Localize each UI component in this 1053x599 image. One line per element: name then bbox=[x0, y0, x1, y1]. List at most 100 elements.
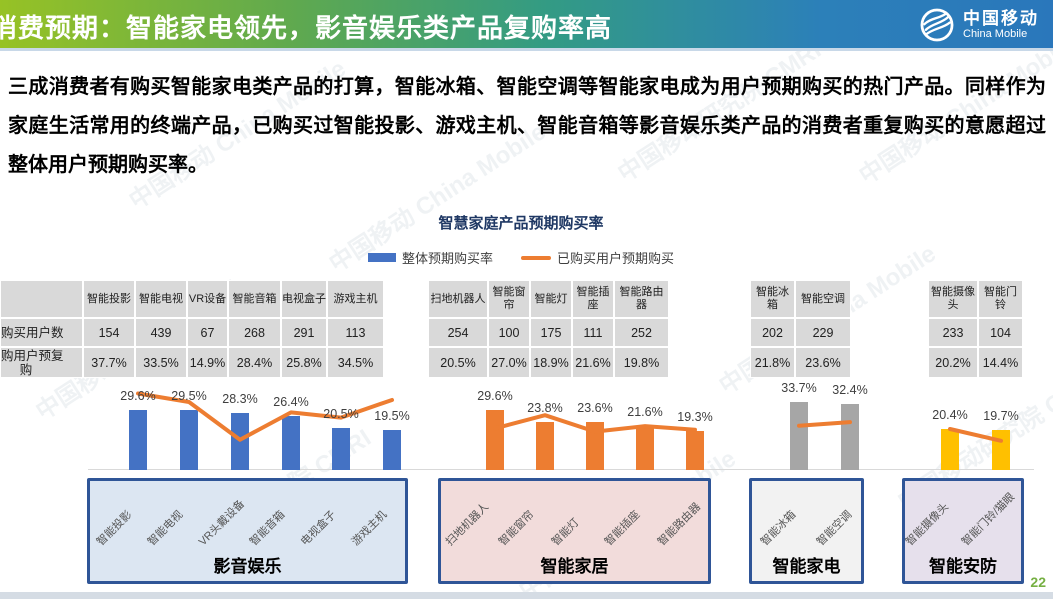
bar-value-label: 23.8% bbox=[527, 400, 563, 415]
logo-text: 中国移动 China Mobile bbox=[963, 8, 1039, 41]
chart-bar bbox=[941, 428, 959, 470]
axis-label: 智能电视 bbox=[145, 508, 186, 549]
header-divider bbox=[0, 48, 1053, 51]
category-label: 智能家居 bbox=[540, 557, 609, 576]
bar-value-label: 21.6% bbox=[627, 405, 663, 420]
bar-value-label: 29.6% bbox=[477, 388, 513, 403]
legend-item-bar: 整体预期购买率 bbox=[367, 248, 493, 267]
page-number: 22 bbox=[1030, 574, 1046, 590]
axis-label: VR头戴设备 bbox=[196, 497, 248, 549]
category-label: 智能安防 bbox=[929, 557, 997, 576]
table-users-cell: 154 bbox=[83, 318, 135, 347]
table-row-label-text: 已购用户预复购 bbox=[0, 348, 64, 377]
axis-label: 智能插座 bbox=[602, 508, 643, 549]
table-repurchase-cell: 33.5% bbox=[135, 347, 187, 378]
table-repurchase-cell: 18.9% bbox=[530, 347, 572, 378]
chart-bar bbox=[841, 404, 859, 470]
bar-value-label: 20.4% bbox=[932, 407, 968, 422]
product-data-table: 智能投影 智能电视 VR设备 智能音箱 电视盒子 游戏主机 扫地机器人 智能窗帘 智能灯 智能插座… bbox=[0, 280, 1023, 378]
page-title: 消费预期：智能家电领先，影音娱乐类产品复购率高 bbox=[0, 13, 613, 43]
chart-title: 智慧家庭产品预期购买率 bbox=[438, 215, 604, 232]
table-header-cell: 智能投影 bbox=[83, 280, 135, 318]
category-label: 影音娱乐 bbox=[213, 557, 282, 576]
bar-value-label: 26.4% bbox=[273, 395, 309, 410]
chart-bar bbox=[383, 430, 401, 470]
table-header-cell: 智能路由器 bbox=[614, 280, 669, 318]
table-corner-cell bbox=[0, 280, 83, 318]
table-header-cell: 智能门铃 bbox=[978, 280, 1023, 318]
chart-bar bbox=[282, 416, 300, 470]
bar-value-label: 19.7% bbox=[983, 409, 1019, 423]
table-gap-cell bbox=[851, 347, 928, 378]
table-repurchase-cell: 21.6% bbox=[572, 347, 614, 378]
table-users-cell: 100 bbox=[488, 318, 530, 347]
table-row-label: 预购买用户数 bbox=[0, 318, 83, 347]
table-header-cell: 游戏主机 bbox=[327, 280, 384, 318]
chart-bar bbox=[231, 412, 249, 470]
axis-label: 智能投影 bbox=[94, 508, 135, 549]
chart-bar bbox=[129, 409, 147, 470]
chart-bar bbox=[992, 430, 1010, 470]
table-users-cell: 111 bbox=[572, 318, 614, 347]
chart-bar bbox=[332, 428, 350, 470]
logo-text-cn: 中国移动 bbox=[963, 8, 1039, 28]
table-header-cell: 扫地机器人 bbox=[428, 280, 488, 318]
axis-label: 智能窗帘 bbox=[496, 508, 537, 549]
axis-label: 电视盒子 bbox=[298, 508, 339, 549]
table-users-cell: 175 bbox=[530, 318, 572, 347]
table-header-cell: 智能空调 bbox=[795, 280, 851, 318]
footer-strip bbox=[0, 592, 1053, 599]
table-header-cell: VR设备 bbox=[187, 280, 228, 318]
legend-label: 整体预期购买率 bbox=[401, 251, 493, 266]
bar-value-label: 32.4% bbox=[832, 383, 868, 398]
table-users-cell: 268 bbox=[228, 318, 281, 347]
table-repurchase-cell: 27.0% bbox=[488, 347, 530, 378]
logo-text-en: China Mobile bbox=[963, 28, 1028, 41]
intro-paragraph: 三成消费者有购买智能家电类产品的打算，智能冰箱、智能空调等智能家电成为用户预期购… bbox=[8, 76, 1046, 176]
legend-bar-swatch bbox=[367, 253, 396, 262]
table-users-cell: 113 bbox=[327, 318, 384, 347]
table-repurchase-cell: 14.9% bbox=[187, 347, 228, 378]
category-box: 智能冰箱 智能空调智能家电 bbox=[749, 478, 864, 584]
chart-bar bbox=[180, 410, 198, 470]
table-repurchase-cell: 20.5% bbox=[428, 347, 488, 378]
table-header-cell: 智能灯 bbox=[530, 280, 572, 318]
table-gap-cell bbox=[384, 347, 428, 378]
chart-bar bbox=[486, 409, 504, 470]
bar-value-label: 19.3% bbox=[677, 409, 713, 424]
table-gap-cell bbox=[851, 280, 928, 318]
header-bar: 消费预期：智能家电领先，影音娱乐类产品复购率高 中国移动 China Mobil… bbox=[0, 0, 1053, 48]
chart-axis-baseline bbox=[88, 469, 1034, 470]
table-gap-cell bbox=[384, 280, 428, 318]
table-repurchase-cell: 28.4% bbox=[228, 347, 281, 378]
axis-label: 智能冰箱 bbox=[758, 508, 799, 549]
chart-bar bbox=[686, 430, 704, 470]
axis-label: 智能路由器 bbox=[655, 500, 704, 549]
table-repurchase-cell: 20.2% bbox=[928, 347, 978, 378]
table-repurchase-cell: 14.4% bbox=[978, 347, 1023, 378]
bar-value-label: 28.3% bbox=[222, 391, 258, 406]
bar-value-label: 23.6% bbox=[577, 401, 613, 416]
table-header-cell: 智能音箱 bbox=[228, 280, 281, 318]
table-repurchase-cell: 23.6% bbox=[795, 347, 851, 378]
axis-label: 智能门铃/猫眼 bbox=[959, 490, 1018, 549]
table-header-cell: 智能插座 bbox=[572, 280, 614, 318]
category-box: 扫地机器人 智能窗帘 智能灯 智能插座 智能路由器 智能家居 bbox=[438, 478, 711, 584]
category-label: 智能家电 bbox=[772, 557, 841, 576]
table-gap-cell bbox=[851, 318, 928, 347]
table-header-cell: 智能窗帘 bbox=[488, 280, 530, 318]
axis-label: 扫地机器人 bbox=[443, 500, 492, 549]
axis-label: 智能空调 bbox=[814, 508, 855, 549]
chart-legend: 整体预期购买率 已购买用户预期购买 bbox=[0, 248, 1042, 267]
category-box: 智能投影 智能电视 VR头戴设备 智能音箱 电视盒子 游戏主机 影音娱乐 bbox=[87, 478, 408, 584]
table-repurchase-cell: 25.8% bbox=[281, 347, 327, 378]
table-users-cell: 202 bbox=[750, 318, 795, 347]
table-users-cell: 233 bbox=[928, 318, 978, 347]
table-users-cell: 252 bbox=[614, 318, 669, 347]
table-repurchase-cell: 19.8% bbox=[614, 347, 669, 378]
bar-value-label: 20.5% bbox=[323, 407, 359, 422]
axis-label: 智能摄像头 bbox=[903, 500, 952, 549]
legend-item-line: 已购买用户预期购买 bbox=[521, 248, 674, 267]
table-users-cell: 67 bbox=[187, 318, 228, 347]
table-users-cell: 254 bbox=[428, 318, 488, 347]
